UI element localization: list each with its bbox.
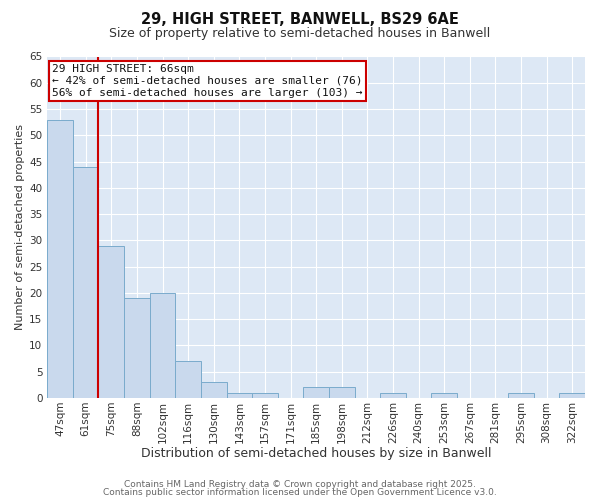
Y-axis label: Number of semi-detached properties: Number of semi-detached properties: [15, 124, 25, 330]
X-axis label: Distribution of semi-detached houses by size in Banwell: Distribution of semi-detached houses by …: [141, 447, 491, 460]
Text: Size of property relative to semi-detached houses in Banwell: Size of property relative to semi-detach…: [109, 28, 491, 40]
Text: Contains public sector information licensed under the Open Government Licence v3: Contains public sector information licen…: [103, 488, 497, 497]
Bar: [431, 392, 457, 398]
Text: 29 HIGH STREET: 66sqm
← 42% of semi-detached houses are smaller (76)
56% of semi: 29 HIGH STREET: 66sqm ← 42% of semi-deta…: [52, 64, 363, 98]
Bar: [98, 246, 124, 398]
Bar: [380, 392, 406, 398]
Bar: [329, 388, 355, 398]
Text: Contains HM Land Registry data © Crown copyright and database right 2025.: Contains HM Land Registry data © Crown c…: [124, 480, 476, 489]
Bar: [252, 392, 278, 398]
Bar: [508, 392, 534, 398]
Bar: [47, 120, 73, 398]
Bar: [201, 382, 227, 398]
Bar: [559, 392, 585, 398]
Bar: [175, 361, 201, 398]
Bar: [304, 388, 329, 398]
Bar: [124, 298, 150, 398]
Bar: [227, 392, 252, 398]
Text: 29, HIGH STREET, BANWELL, BS29 6AE: 29, HIGH STREET, BANWELL, BS29 6AE: [141, 12, 459, 28]
Bar: [73, 167, 98, 398]
Bar: [150, 293, 175, 398]
